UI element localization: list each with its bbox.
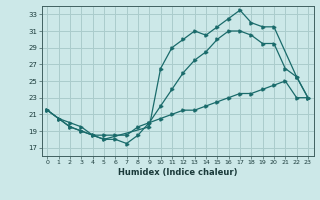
X-axis label: Humidex (Indice chaleur): Humidex (Indice chaleur)	[118, 168, 237, 177]
